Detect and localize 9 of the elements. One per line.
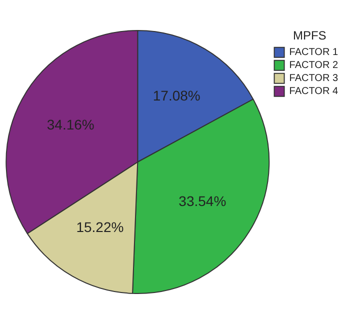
data-label: 34.16%	[46, 116, 94, 132]
legend-label: FACTOR 3	[289, 73, 338, 84]
legend-label: FACTOR 2	[289, 60, 338, 72]
legend-label: FACTOR 1	[289, 47, 338, 58]
data-label: 15.22%	[76, 219, 124, 236]
legend-title: MPFS	[292, 28, 326, 42]
data-label: 33.54%	[178, 193, 226, 210]
data-label: 17.08%	[152, 87, 200, 104]
legend-label: FACTOR 4	[289, 86, 338, 98]
